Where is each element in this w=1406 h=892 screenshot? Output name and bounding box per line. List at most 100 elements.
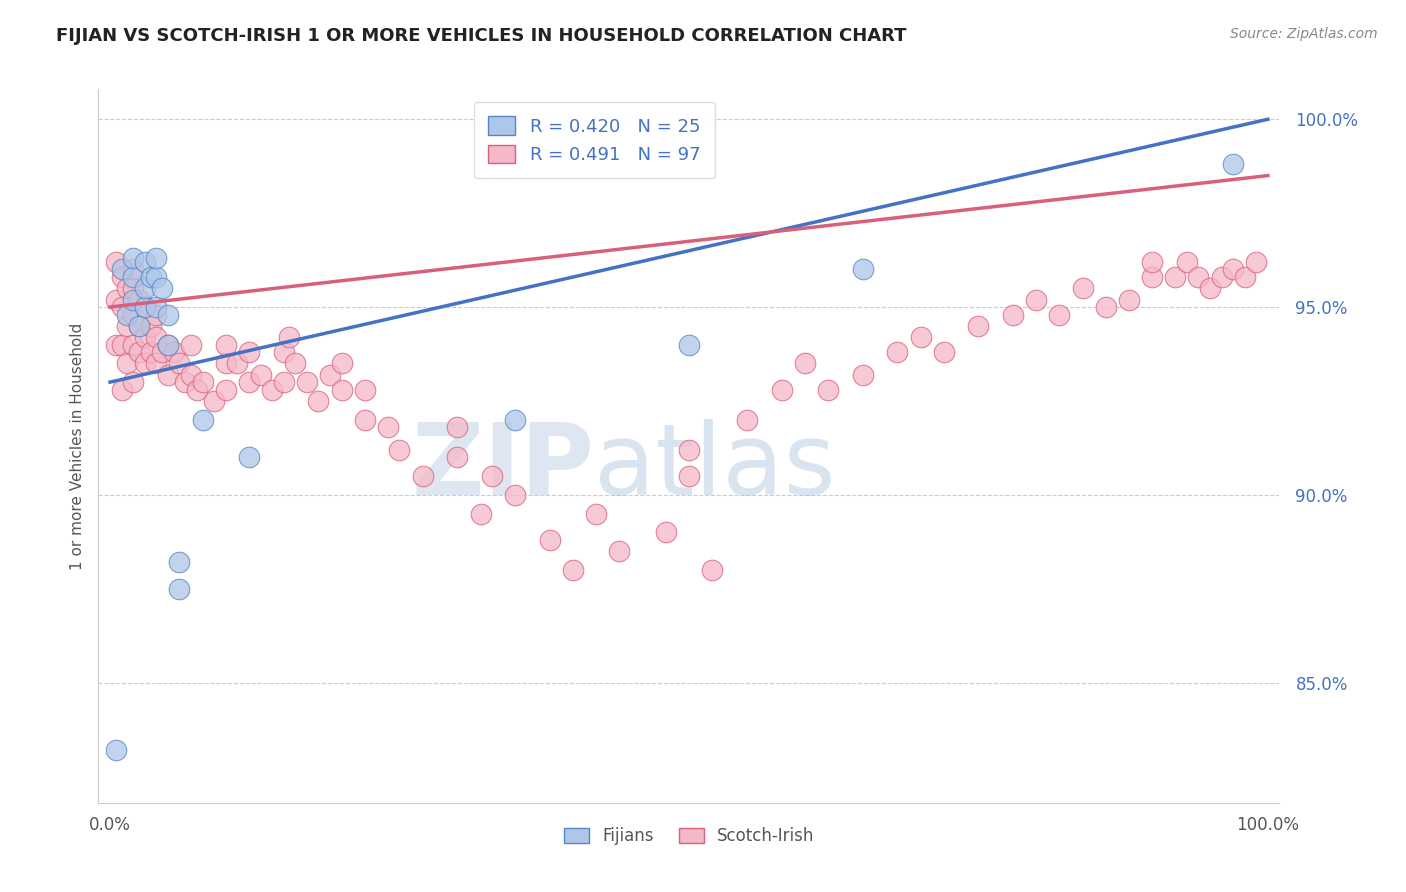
Point	[1187, 270, 1209, 285]
Point	[156, 337, 179, 351]
Point	[1199, 281, 1222, 295]
Text: atlas: atlas	[595, 419, 837, 516]
Point	[562, 563, 585, 577]
Point	[273, 345, 295, 359]
Point	[169, 356, 191, 370]
Point	[238, 450, 260, 465]
Point	[700, 563, 723, 577]
Point	[503, 488, 526, 502]
Point	[134, 281, 156, 295]
Point	[122, 281, 145, 295]
Point	[122, 375, 145, 389]
Text: ZIP: ZIP	[412, 419, 595, 516]
Point	[117, 308, 139, 322]
Point	[932, 345, 955, 359]
Point	[117, 356, 139, 370]
Point	[1118, 293, 1140, 307]
Point	[307, 393, 329, 408]
Point	[180, 337, 202, 351]
Point	[1175, 255, 1198, 269]
Point	[249, 368, 271, 382]
Point	[655, 525, 678, 540]
Point	[1246, 255, 1268, 269]
Point	[145, 356, 167, 370]
Point	[156, 337, 179, 351]
Point	[104, 293, 127, 307]
Point	[191, 413, 214, 427]
Point	[104, 255, 127, 269]
Point	[202, 393, 225, 408]
Point	[678, 469, 700, 483]
Point	[330, 383, 353, 397]
Point	[481, 469, 503, 483]
Text: Source: ZipAtlas.com: Source: ZipAtlas.com	[1230, 27, 1378, 41]
Point	[1211, 270, 1233, 285]
Point	[1222, 262, 1244, 277]
Point	[145, 330, 167, 344]
Point	[886, 345, 908, 359]
Point	[446, 450, 468, 465]
Point	[110, 383, 132, 397]
Point	[169, 556, 191, 570]
Point	[117, 318, 139, 333]
Point	[215, 337, 238, 351]
Point	[139, 270, 162, 285]
Point	[110, 262, 132, 277]
Point	[353, 413, 375, 427]
Point	[585, 507, 607, 521]
Point	[110, 300, 132, 314]
Point	[122, 270, 145, 285]
Point	[145, 251, 167, 265]
Point	[678, 337, 700, 351]
Point	[215, 356, 238, 370]
Point	[330, 356, 353, 370]
Y-axis label: 1 or more Vehicles in Household: 1 or more Vehicles in Household	[69, 322, 84, 570]
Point	[174, 375, 197, 389]
Point	[150, 281, 173, 295]
Point	[678, 442, 700, 457]
Point	[104, 337, 127, 351]
Point	[295, 375, 318, 389]
Point	[150, 345, 173, 359]
Point	[1164, 270, 1187, 285]
Point	[735, 413, 758, 427]
Point	[134, 356, 156, 370]
Point	[156, 368, 179, 382]
Point	[128, 293, 150, 307]
Point	[122, 337, 145, 351]
Point	[215, 383, 238, 397]
Point	[139, 345, 162, 359]
Point	[128, 345, 150, 359]
Point	[1094, 300, 1116, 314]
Point	[117, 281, 139, 295]
Point	[122, 293, 145, 307]
Point	[852, 262, 875, 277]
Point	[110, 337, 132, 351]
Point	[163, 345, 186, 359]
Point	[122, 251, 145, 265]
Point	[238, 375, 260, 389]
Point	[609, 544, 631, 558]
Point	[186, 383, 208, 397]
Point	[110, 270, 132, 285]
Point	[145, 270, 167, 285]
Point	[1002, 308, 1025, 322]
Point	[388, 442, 411, 457]
Point	[538, 533, 561, 547]
Point	[446, 420, 468, 434]
Point	[319, 368, 342, 382]
Point	[180, 368, 202, 382]
Point	[145, 300, 167, 314]
Point	[284, 356, 307, 370]
Point	[852, 368, 875, 382]
Point	[145, 308, 167, 322]
Point	[128, 318, 150, 333]
Point	[1071, 281, 1094, 295]
Point	[1222, 157, 1244, 171]
Point	[1140, 270, 1163, 285]
Point	[134, 300, 156, 314]
Point	[1049, 308, 1071, 322]
Point	[503, 413, 526, 427]
Point	[134, 330, 156, 344]
Point	[104, 743, 127, 757]
